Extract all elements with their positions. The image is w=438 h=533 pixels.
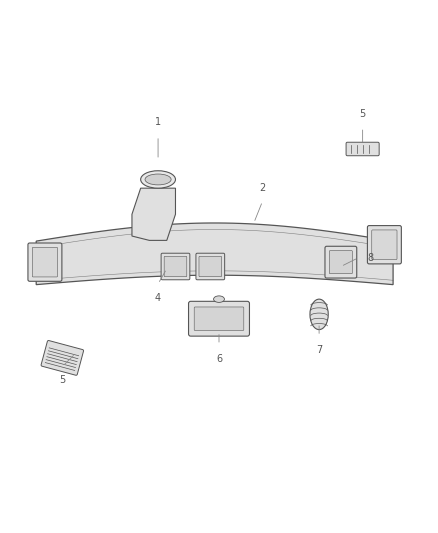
Text: 5: 5: [59, 375, 65, 385]
Text: 1: 1: [155, 117, 161, 127]
FancyBboxPatch shape: [325, 246, 357, 278]
FancyBboxPatch shape: [329, 251, 353, 273]
Text: 2: 2: [259, 182, 266, 192]
FancyBboxPatch shape: [346, 142, 379, 156]
FancyBboxPatch shape: [372, 230, 397, 260]
FancyBboxPatch shape: [194, 307, 244, 330]
FancyBboxPatch shape: [199, 256, 222, 277]
FancyBboxPatch shape: [367, 225, 401, 264]
FancyBboxPatch shape: [161, 253, 190, 280]
Polygon shape: [132, 188, 176, 240]
FancyBboxPatch shape: [41, 341, 84, 375]
FancyBboxPatch shape: [188, 301, 250, 336]
FancyBboxPatch shape: [164, 256, 187, 277]
Polygon shape: [36, 223, 393, 285]
Ellipse shape: [310, 299, 328, 329]
Text: 7: 7: [316, 345, 322, 355]
Ellipse shape: [214, 296, 224, 302]
Text: 4: 4: [155, 293, 161, 303]
Ellipse shape: [145, 174, 171, 185]
Text: 5: 5: [360, 109, 366, 118]
FancyBboxPatch shape: [196, 253, 225, 280]
Text: 6: 6: [216, 353, 222, 364]
FancyBboxPatch shape: [32, 247, 57, 277]
Ellipse shape: [141, 171, 176, 188]
FancyBboxPatch shape: [28, 243, 62, 281]
Text: 8: 8: [367, 253, 373, 263]
